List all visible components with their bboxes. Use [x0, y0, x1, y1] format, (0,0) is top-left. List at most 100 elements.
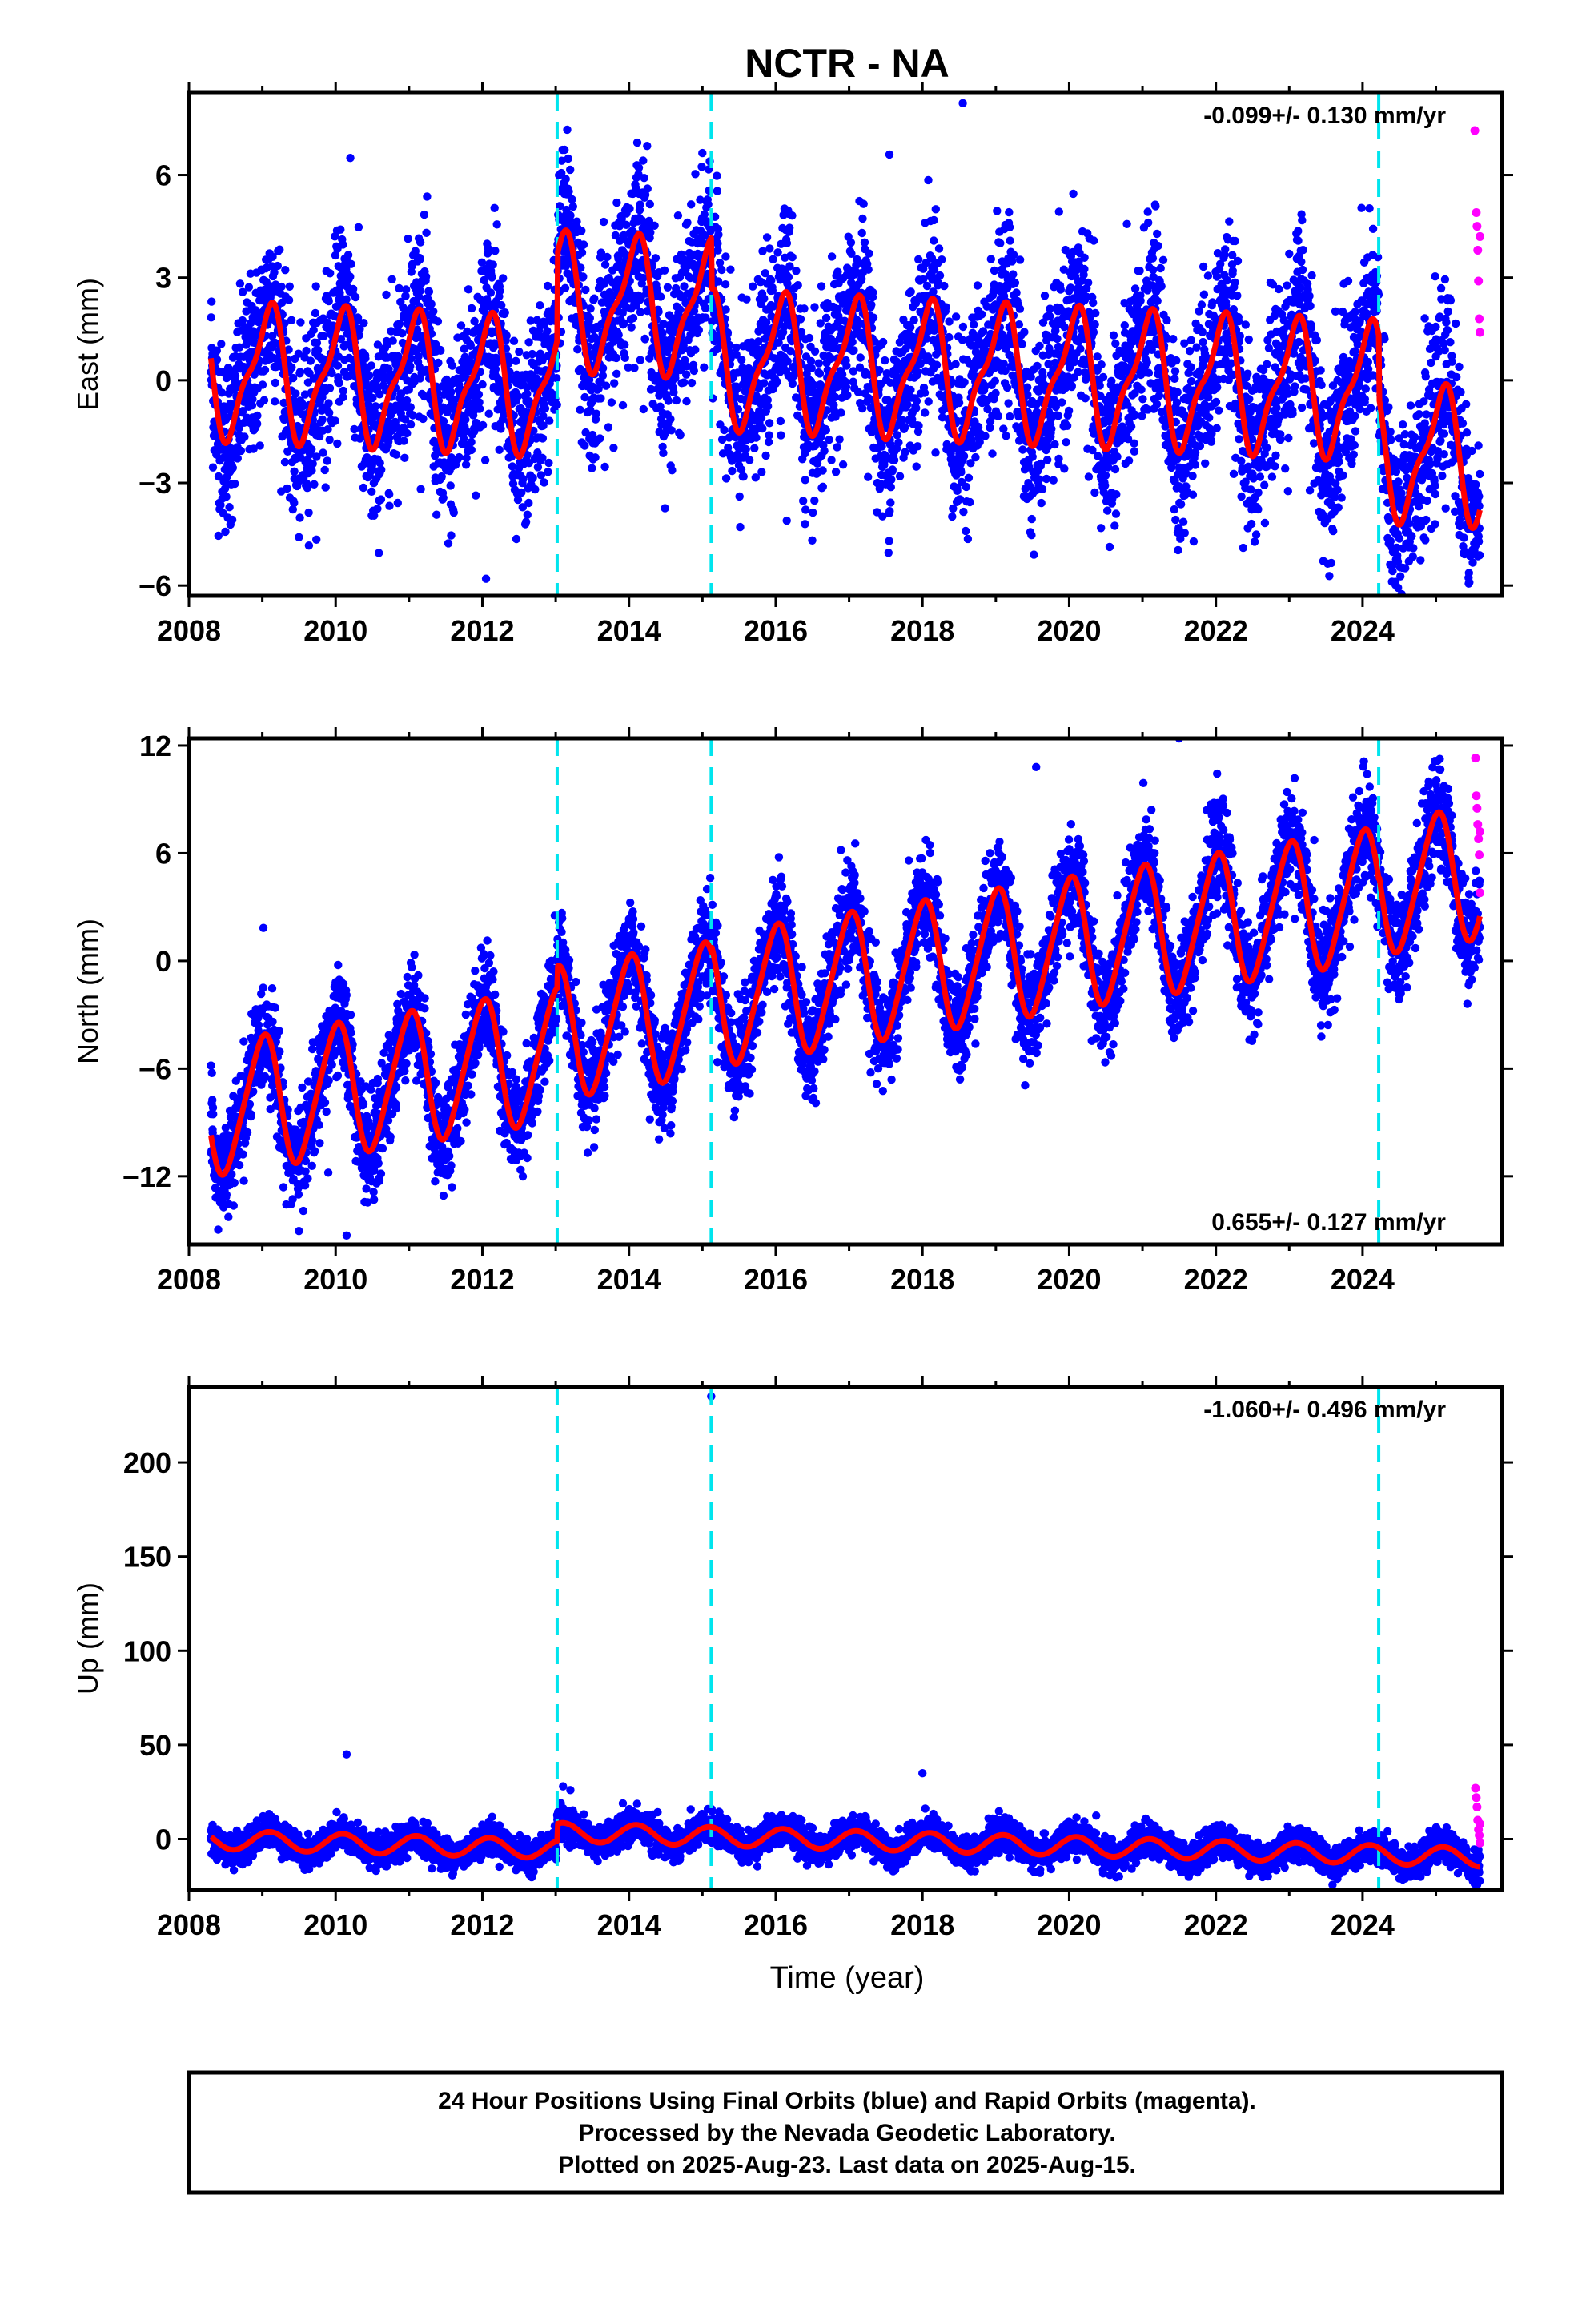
final-orbit-point — [682, 370, 691, 379]
final-orbit-point — [478, 380, 487, 389]
final-orbit-point — [912, 462, 921, 471]
final-orbit-point — [566, 211, 575, 220]
final-orbit-point — [721, 305, 730, 314]
final-orbit-point — [273, 261, 282, 271]
final-orbit-point — [810, 347, 820, 356]
final-orbit-point — [295, 368, 305, 376]
final-orbit-point — [444, 539, 453, 548]
final-orbit-point — [222, 493, 231, 501]
final-orbit-point — [496, 424, 505, 433]
final-orbit-point — [323, 425, 332, 434]
final-orbit-point — [935, 271, 945, 280]
final-orbit-point — [1188, 490, 1198, 499]
final-orbit-point — [255, 441, 264, 450]
final-orbit-point — [1095, 381, 1104, 390]
final-orbit-point — [1153, 296, 1162, 305]
final-orbit-point — [841, 382, 851, 392]
final-orbit-point — [560, 283, 570, 292]
final-orbit-point — [596, 394, 605, 403]
final-orbit-point — [367, 487, 376, 496]
final-orbit-point — [411, 344, 420, 354]
final-orbit-point — [1091, 308, 1100, 318]
final-orbit-point — [1090, 320, 1099, 329]
final-orbit-point — [1173, 388, 1182, 396]
final-orbit-point — [480, 456, 490, 464]
final-orbit-point — [278, 298, 287, 307]
final-orbit-point — [420, 210, 429, 219]
final-orbit-point — [640, 335, 649, 344]
final-orbit-point — [1084, 472, 1094, 481]
final-orbit-point — [833, 443, 841, 452]
final-orbit-point — [1191, 460, 1200, 469]
final-orbit-point — [1004, 399, 1013, 408]
final-orbit-point — [295, 513, 304, 522]
final-orbit-point — [333, 361, 343, 370]
final-orbit-point — [869, 288, 877, 297]
final-orbit-point — [355, 324, 364, 334]
final-orbit-point — [385, 490, 394, 499]
final-orbit-point — [1170, 374, 1179, 383]
final-orbit-point — [227, 515, 237, 525]
final-orbit-point — [271, 378, 279, 388]
final-orbit-point — [284, 345, 293, 354]
final-orbit-point — [765, 431, 773, 440]
final-orbit-point — [331, 251, 340, 260]
final-orbit-point — [1090, 488, 1099, 497]
final-orbit-point — [1130, 447, 1139, 456]
final-orbit-point — [280, 457, 290, 467]
final-orbit-point — [309, 325, 318, 335]
final-orbit-point — [474, 390, 484, 399]
final-orbit-point — [227, 454, 235, 464]
final-orbit-point — [721, 474, 731, 483]
final-orbit-point — [466, 341, 475, 350]
final-orbit-point — [400, 415, 410, 424]
final-orbit-point — [1015, 304, 1025, 313]
final-orbit-point — [817, 282, 826, 291]
final-orbit-point — [810, 303, 819, 312]
final-orbit-point — [235, 279, 245, 288]
final-orbit-point — [295, 533, 303, 541]
final-orbit-point — [1148, 254, 1158, 263]
final-orbit-point — [963, 534, 973, 544]
final-orbit-point — [343, 251, 353, 259]
final-orbit-point — [951, 312, 961, 321]
final-orbit-point — [277, 282, 286, 292]
final-orbit-point — [1026, 372, 1035, 381]
final-orbit-point — [599, 217, 608, 227]
final-orbit-point — [1120, 321, 1130, 330]
final-orbit-point — [856, 353, 865, 362]
final-orbit-point — [656, 292, 665, 301]
final-orbit-point — [837, 408, 845, 417]
final-orbit-point — [1067, 381, 1077, 390]
final-orbit-point — [651, 254, 661, 263]
final-orbit-point — [884, 549, 893, 557]
final-orbit-point — [1080, 264, 1089, 274]
final-orbit-point — [1176, 500, 1186, 509]
final-orbit-point — [568, 195, 576, 204]
final-orbit-point — [736, 522, 745, 532]
final-orbit-point — [217, 340, 226, 348]
final-orbit-point — [914, 255, 923, 264]
final-orbit-point — [327, 368, 336, 378]
final-orbit-point — [312, 452, 321, 461]
final-orbit-point — [978, 310, 986, 319]
final-orbit-point — [307, 466, 316, 475]
final-orbit-point — [739, 472, 748, 481]
final-orbit-point — [336, 335, 346, 344]
final-orbit-point — [446, 481, 455, 490]
final-orbit-point — [467, 445, 476, 455]
final-orbit-point — [1207, 437, 1216, 446]
final-orbit-point — [630, 364, 639, 372]
final-orbit-point — [459, 434, 468, 443]
final-orbit-point — [528, 349, 536, 359]
final-orbit-point — [1046, 304, 1054, 313]
final-orbit-point — [601, 381, 611, 390]
final-orbit-point — [564, 187, 573, 196]
final-orbit-point — [669, 388, 678, 397]
final-orbit-point — [607, 398, 616, 407]
final-orbit-point — [680, 282, 689, 291]
final-orbit-point — [1053, 334, 1062, 344]
final-orbit-point — [258, 380, 267, 389]
final-orbit-point — [634, 163, 644, 172]
